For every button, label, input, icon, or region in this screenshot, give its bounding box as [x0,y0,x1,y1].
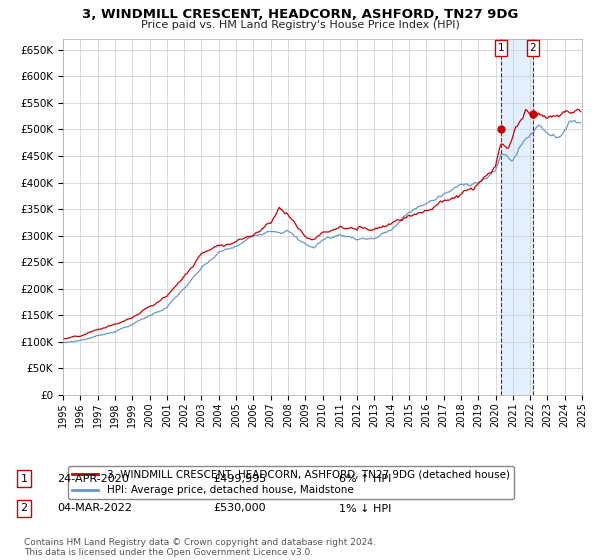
Text: 04-MAR-2022: 04-MAR-2022 [57,503,132,514]
Text: 24-APR-2020: 24-APR-2020 [57,474,129,484]
Text: 1: 1 [497,43,504,53]
Text: 3, WINDMILL CRESCENT, HEADCORN, ASHFORD, TN27 9DG: 3, WINDMILL CRESCENT, HEADCORN, ASHFORD,… [82,8,518,21]
Legend: 3, WINDMILL CRESCENT, HEADCORN, ASHFORD, TN27 9DG (detached house), HPI: Average: 3, WINDMILL CRESCENT, HEADCORN, ASHFORD,… [68,466,514,500]
Text: 2: 2 [20,503,28,514]
Text: Price paid vs. HM Land Registry's House Price Index (HPI): Price paid vs. HM Land Registry's House … [140,20,460,30]
Text: 1% ↓ HPI: 1% ↓ HPI [339,503,391,514]
Text: Contains HM Land Registry data © Crown copyright and database right 2024.
This d: Contains HM Land Registry data © Crown c… [24,538,376,557]
Bar [501,39,533,395]
Text: 2: 2 [530,43,536,53]
Text: £499,995: £499,995 [213,474,266,484]
Text: £530,000: £530,000 [213,503,266,514]
Text: 6% ↑ HPI: 6% ↑ HPI [339,474,391,484]
Text: 1: 1 [20,474,28,484]
